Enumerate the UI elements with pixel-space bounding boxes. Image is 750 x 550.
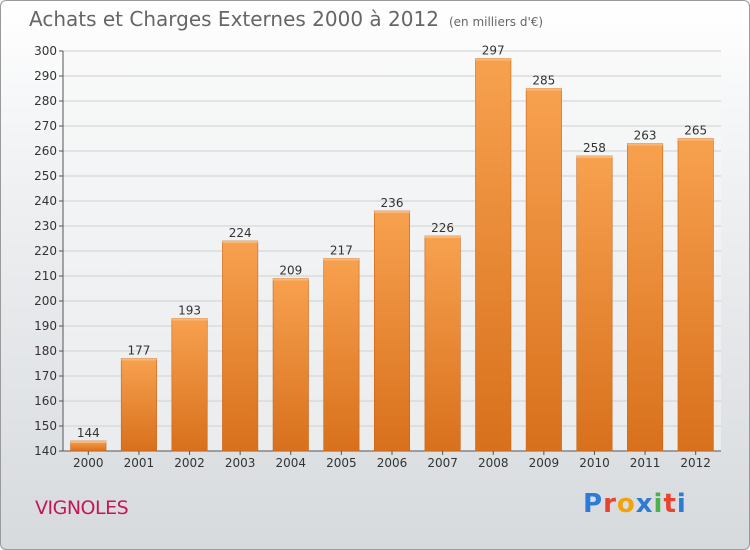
x-tick-label: 2010 [579, 456, 610, 470]
city-name: VIGNOLES [35, 497, 129, 519]
logo-letter: P [583, 489, 604, 519]
bar-highlight [323, 258, 360, 261]
x-tick-label: 2000 [73, 456, 104, 470]
bar-value-label: 236 [381, 196, 404, 210]
bar-value-label: 265 [684, 124, 707, 138]
bar-highlight [475, 58, 511, 61]
bar-highlight [374, 211, 410, 213]
x-tick-label: 2005 [326, 456, 357, 470]
x-tick-label: 2007 [427, 456, 458, 470]
x-tick-label: 2012 [680, 456, 711, 470]
bar-value-label: 226 [431, 221, 454, 235]
y-tick-label: 260 [34, 144, 57, 158]
y-tick-label: 150 [34, 419, 57, 433]
y-tick-label: 210 [34, 269, 57, 283]
y-tick-label: 220 [34, 244, 57, 258]
bar-value-label: 209 [279, 264, 302, 278]
y-tick-label: 290 [34, 69, 57, 83]
bar [576, 155, 613, 452]
x-tick-label: 2006 [377, 456, 408, 470]
bar [373, 210, 411, 452]
x-tick-label: 2003 [225, 456, 256, 470]
bar-value-label: 297 [482, 44, 505, 58]
bar [222, 240, 259, 452]
y-tick-label: 300 [34, 44, 57, 58]
y-tick-label: 180 [34, 344, 57, 358]
x-tick-label: 2002 [174, 456, 205, 470]
y-tick-label: 200 [34, 294, 57, 308]
bar-value-label: 177 [127, 344, 150, 358]
proxiti-logo: Proxiti [583, 489, 687, 519]
y-tick-label: 170 [34, 369, 57, 383]
chart-title: Achats et Charges Externes 2000 à 2012 (e… [29, 7, 543, 31]
title-text: Achats et Charges Externes 2000 à 2012 [29, 7, 439, 31]
bar-value-label: 285 [532, 74, 555, 88]
logo-letter: i [676, 489, 687, 519]
bar [272, 278, 309, 452]
bar-value-label: 217 [330, 244, 353, 258]
y-tick-label: 230 [34, 219, 57, 233]
y-tick-label: 280 [34, 94, 57, 108]
y-tick-label: 140 [34, 444, 57, 458]
bar-highlight [627, 143, 663, 146]
logo-letter: r [603, 489, 617, 519]
bar [677, 138, 714, 452]
x-tick-label: 2004 [275, 456, 306, 470]
bar-value-label: 258 [583, 141, 606, 155]
bar [424, 235, 461, 452]
bar-highlight [424, 236, 461, 238]
x-tick-label: 2008 [478, 456, 509, 470]
bar-highlight [70, 441, 107, 443]
bar [171, 318, 208, 452]
y-tick-label: 240 [34, 194, 57, 208]
x-tick-label: 2001 [124, 456, 155, 470]
bar-value-label: 193 [178, 304, 201, 318]
y-tick-label: 160 [34, 394, 57, 408]
bar [120, 358, 157, 452]
bar-highlight [526, 88, 562, 91]
bar [475, 58, 512, 452]
bar-value-label: 263 [634, 129, 657, 143]
x-tick-label: 2011 [630, 456, 661, 470]
bar [323, 258, 360, 452]
logo-letter: t [663, 489, 677, 519]
bar-highlight [273, 278, 309, 281]
bar-highlight [121, 358, 157, 361]
bar-highlight [576, 156, 613, 158]
logo-letter: x [635, 489, 654, 519]
y-tick-label: 270 [34, 119, 57, 133]
bar [627, 143, 664, 452]
bar-highlight [677, 138, 714, 141]
bar-highlight [171, 318, 208, 321]
bar-highlight [222, 241, 258, 243]
bar-value-label: 144 [77, 426, 100, 440]
logo-letter: i [653, 489, 664, 519]
bar [525, 88, 562, 452]
bar-value-label: 224 [229, 226, 252, 240]
y-tick-label: 250 [34, 169, 57, 183]
unit-label: (en milliers d'€) [448, 15, 544, 29]
y-tick-label: 190 [34, 319, 57, 333]
logo-letter: o [616, 489, 636, 519]
x-tick-label: 2009 [529, 456, 560, 470]
